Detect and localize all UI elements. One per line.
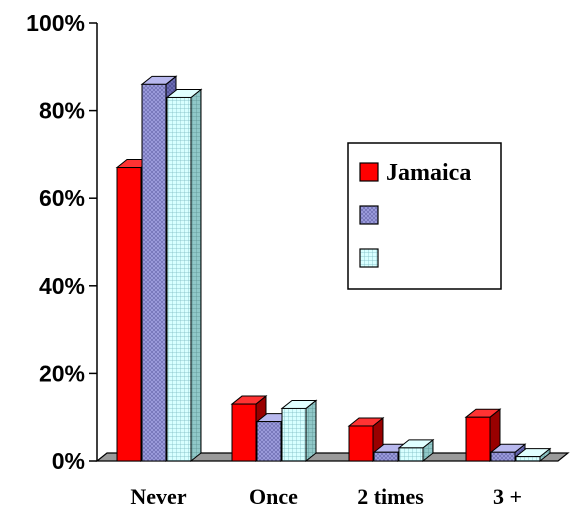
y-tick-label: 100% <box>26 10 85 36</box>
bar <box>280 399 318 463</box>
bar-side <box>305 399 317 463</box>
bar-front <box>281 407 307 462</box>
x-tick-label: 2 times <box>357 484 424 509</box>
bar <box>514 447 552 463</box>
x-tick-label: Once <box>249 484 298 509</box>
bar-side <box>190 88 202 463</box>
bar-front <box>373 451 399 462</box>
bar-front <box>490 451 516 462</box>
bar-front <box>256 421 282 462</box>
y-tick-label: 20% <box>39 360 85 386</box>
legend: Jamaica <box>347 142 502 290</box>
y-tick-label: 0% <box>52 448 85 474</box>
bar-front <box>141 83 167 462</box>
y-tick-label: 40% <box>39 273 85 299</box>
bar-front <box>465 416 491 462</box>
bar-front <box>398 447 424 462</box>
bar <box>397 438 435 463</box>
x-tick-label: 3 + <box>493 484 522 509</box>
y-tick-label: 60% <box>39 185 85 211</box>
bar-front <box>166 96 192 462</box>
legend-label: Jamaica <box>386 160 471 186</box>
legend-swatch <box>359 162 379 182</box>
bar <box>489 443 527 463</box>
bar-front <box>348 425 374 462</box>
bars <box>115 75 552 463</box>
legend-swatch <box>359 205 379 225</box>
x-axis-labels: Never Once 2 times 3 + <box>130 484 522 509</box>
bar-front <box>231 403 257 462</box>
y-axis: 0% 20% 40% 60% 80% 100% <box>26 10 98 474</box>
bar <box>165 88 203 463</box>
legend-swatch <box>359 248 379 268</box>
bar-front <box>116 167 142 462</box>
y-tick-label: 80% <box>39 98 85 124</box>
x-tick-label: Never <box>130 484 186 509</box>
bar-front <box>515 456 541 462</box>
